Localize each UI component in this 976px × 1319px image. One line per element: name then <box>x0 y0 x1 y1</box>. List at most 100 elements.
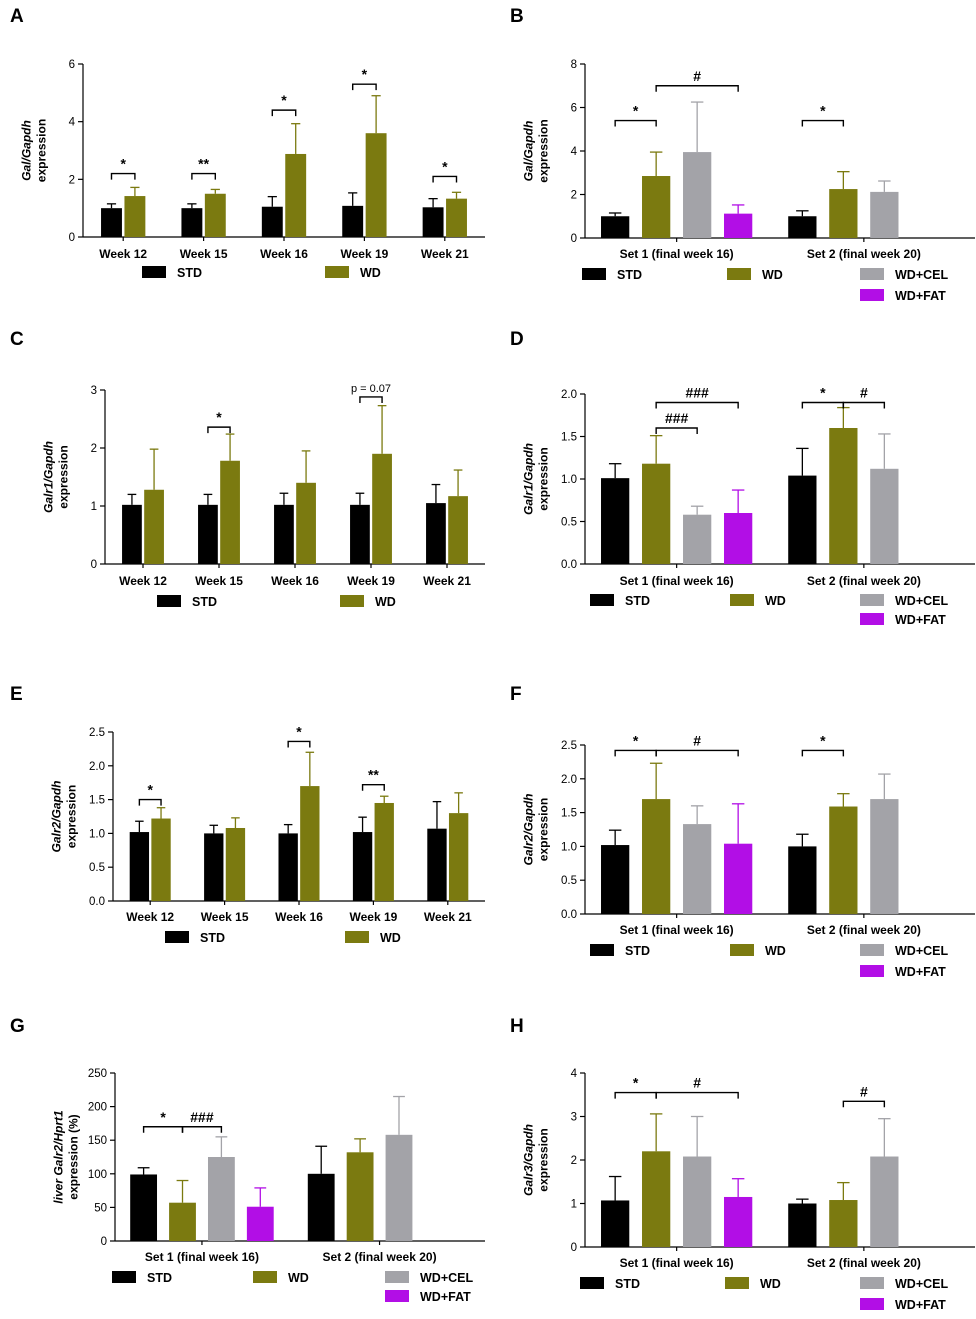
bar-a-wd-3 <box>365 133 387 237</box>
y-tick-label-g-4: 200 <box>88 1102 107 1114</box>
legend-label-b-1: WD <box>762 268 783 282</box>
bar-b-wd-fat-0 <box>724 213 753 238</box>
legend-swatch-e-0 <box>165 931 189 943</box>
y-tick-label-d-0: 0.0 <box>561 559 577 571</box>
bar-h-wd-1 <box>829 1200 858 1247</box>
bar-g-wd-1 <box>346 1152 374 1241</box>
bar-f-std-0 <box>601 845 630 914</box>
significance-label-d-2: * <box>820 385 826 401</box>
bar-g-wd-0 <box>169 1202 196 1241</box>
legend-label-e-0: STD <box>200 931 225 945</box>
legend-label-b-3: WD+FAT <box>895 289 946 303</box>
y-tick-label-b-4: 8 <box>571 59 577 71</box>
bar-c-std-1 <box>198 504 218 564</box>
panel-letter-f: F <box>510 684 522 705</box>
significance-bracket-a-1 <box>191 172 217 180</box>
bar-c-wd-2 <box>296 482 316 564</box>
bar-g-std-0 <box>130 1174 158 1241</box>
bar-h-wd-cel-0 <box>683 1156 712 1247</box>
significance-bracket-a-0 <box>110 172 136 180</box>
significance-bracket-e-0 <box>138 798 162 806</box>
bar-h-wd-0 <box>642 1151 671 1247</box>
legend-swatch-b-0 <box>582 268 606 280</box>
legend-swatch-f-0 <box>590 944 614 956</box>
significance-bracket-c-1 <box>359 396 383 403</box>
bar-d-std-0 <box>601 478 630 564</box>
bar-h-wd-cel-1 <box>870 1156 899 1247</box>
significance-bracket-e-1 <box>287 740 311 748</box>
legend-label-a-0: STD <box>177 266 202 280</box>
legend-label-f-3: WD+FAT <box>895 965 946 979</box>
x-tick-label-f-1: Set 2 (final week 20) <box>807 923 921 937</box>
panel-letter-b: B <box>510 6 524 27</box>
significance-label-f-2: * <box>820 732 826 748</box>
legend-swatch-g-1 <box>253 1271 277 1283</box>
legend-label-f-2: WD+CEL <box>895 944 948 958</box>
x-tick-label-a-4: Week 21 <box>421 247 469 261</box>
bar-g-wd-cel-1 <box>385 1134 413 1241</box>
y-axis-label-e-0: Galr2/Gapdh <box>50 780 64 852</box>
legend-label-g-2: WD+CEL <box>420 1271 473 1285</box>
y-tick-label-a-0: 0 <box>69 232 75 244</box>
significance-label-c-1: p = 0.07 <box>351 383 391 395</box>
y-tick-label-f-0: 0.0 <box>561 909 577 921</box>
legend-label-d-1: WD <box>765 594 786 608</box>
y-tick-label-c-1: 1 <box>91 501 97 513</box>
legend-label-f-1: WD <box>765 944 786 958</box>
significance-bracket-g-1 <box>181 1126 223 1133</box>
significance-label-b-0: * <box>633 103 639 119</box>
x-tick-label-d-1: Set 2 (final week 20) <box>807 574 921 588</box>
panel-letter-g: G <box>10 1016 25 1037</box>
y-tick-label-d-2: 1.0 <box>561 474 577 486</box>
x-tick-label-c-0: Week 12 <box>119 574 167 588</box>
y-tick-label-d-1: 0.5 <box>561 517 577 529</box>
bar-h-std-1 <box>788 1203 817 1247</box>
y-tick-label-f-1: 0.5 <box>561 875 577 887</box>
y-tick-label-f-2: 1.0 <box>561 841 577 853</box>
y-tick-label-c-0: 0 <box>91 559 97 571</box>
bar-e-wd-1 <box>225 827 246 901</box>
bar-b-wd-cel-1 <box>870 191 899 238</box>
bar-h-wd-fat-0 <box>724 1196 753 1247</box>
bar-b-std-1 <box>788 216 817 238</box>
bar-g-std-1 <box>307 1173 335 1241</box>
bar-a-wd-2 <box>285 153 307 237</box>
legend-swatch-d-0 <box>590 594 614 606</box>
significance-label-a-2: * <box>281 92 287 108</box>
legend-swatch-b-1 <box>727 268 751 280</box>
x-tick-label-e-2: Week 16 <box>275 910 323 924</box>
legend-label-h-1: WD <box>760 1277 781 1291</box>
y-tick-label-c-3: 3 <box>91 385 97 397</box>
y-axis-label-b-0: Gal/Gapdh <box>522 121 536 182</box>
bar-e-wd-3 <box>374 802 394 901</box>
legend-label-h-3: WD+FAT <box>895 1298 946 1312</box>
panel-letter-c: C <box>10 329 24 350</box>
y-tick-label-c-2: 2 <box>91 443 97 455</box>
x-tick-label-h-0: Set 1 (final week 16) <box>620 1256 734 1270</box>
bar-a-std-2 <box>261 206 283 237</box>
significance-bracket-d-1 <box>655 401 739 409</box>
significance-label-e-1: * <box>296 723 302 739</box>
bar-d-std-1 <box>788 475 817 564</box>
legend-swatch-f-3 <box>860 965 884 977</box>
legend-label-d-2: WD+CEL <box>895 594 948 608</box>
y-tick-label-g-2: 100 <box>88 1169 107 1181</box>
legend-swatch-g-0 <box>112 1271 136 1283</box>
y-axis-label-h-1: expression <box>537 1128 551 1191</box>
legend-label-a-1: WD <box>360 266 381 280</box>
significance-label-g-0: * <box>160 1109 166 1125</box>
significance-bracket-c-0 <box>207 426 231 434</box>
x-tick-label-e-1: Week 15 <box>201 910 249 924</box>
y-tick-label-e-5: 2.5 <box>89 727 105 739</box>
significance-label-h-1: # <box>693 1075 701 1091</box>
y-tick-label-e-1: 0.5 <box>89 862 105 874</box>
legend-swatch-c-1 <box>340 595 364 607</box>
legend-label-e-1: WD <box>380 931 401 945</box>
x-tick-label-d-0: Set 1 (final week 16) <box>620 574 734 588</box>
bar-e-std-4 <box>427 828 447 901</box>
bar-d-wd-1 <box>829 428 858 564</box>
x-tick-label-h-1: Set 2 (final week 20) <box>807 1256 921 1270</box>
x-tick-label-c-3: Week 19 <box>347 574 395 588</box>
bar-f-std-1 <box>788 846 817 914</box>
